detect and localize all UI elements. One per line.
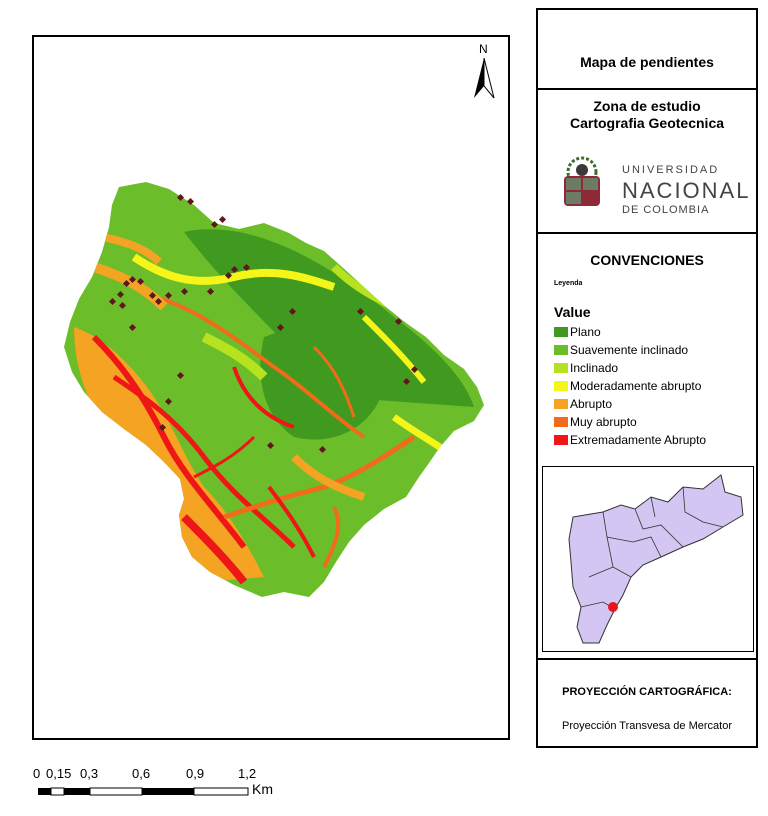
legend-swatch bbox=[554, 381, 568, 391]
point-marker bbox=[218, 215, 227, 224]
point-marker bbox=[356, 307, 365, 316]
point-marker bbox=[276, 323, 285, 332]
legend-swatch bbox=[554, 399, 568, 409]
point-marker bbox=[410, 365, 419, 374]
legend-item: Muy abrupto bbox=[554, 414, 637, 430]
zone-line-1: Zona de estudio bbox=[593, 98, 701, 114]
point-marker bbox=[118, 301, 127, 310]
scale-tick-label: 0,3 bbox=[80, 766, 99, 781]
scale-unit: Km bbox=[252, 781, 273, 797]
legend-swatch bbox=[554, 435, 568, 445]
legend-item: Extremadamente Abrupto bbox=[554, 432, 706, 448]
point-marker bbox=[402, 377, 411, 386]
point-marker bbox=[242, 263, 251, 272]
logo-line-2: NACIONAL bbox=[622, 178, 751, 203]
point-marker bbox=[176, 193, 185, 202]
scale-tick-label: 0,9 bbox=[186, 766, 205, 781]
legend-subtitle: Leyenda bbox=[554, 280, 583, 287]
inset-region bbox=[568, 474, 744, 644]
point-marker bbox=[164, 397, 173, 406]
legend-label: Muy abrupto bbox=[570, 415, 637, 429]
legend-swatch bbox=[554, 417, 568, 427]
point-marker bbox=[136, 277, 145, 286]
point-marker bbox=[394, 317, 403, 326]
north-label: N bbox=[479, 42, 488, 56]
point-marker bbox=[230, 265, 239, 274]
point-marker bbox=[206, 287, 215, 296]
legend-label: Suavemente inclinado bbox=[570, 343, 689, 357]
point-marker bbox=[318, 445, 327, 454]
zone-section: Zona de estudio Cartografia Geotecnica U… bbox=[538, 90, 756, 234]
legend-swatch bbox=[554, 327, 568, 337]
scale-bar: 0 0,15 0,3 0,6 0,9 1,2 Km bbox=[30, 764, 290, 804]
logo-line-3: DE COLOMBIA bbox=[622, 204, 710, 216]
title-section: Mapa de pendientes bbox=[538, 10, 756, 90]
legend-item: Abrupto bbox=[554, 396, 612, 412]
point-marker bbox=[154, 297, 163, 306]
study-area-marker bbox=[608, 602, 618, 612]
logo-line-1: UNIVERSIDAD bbox=[622, 164, 720, 176]
point-marker bbox=[158, 423, 167, 432]
conventions-section: CONVENCIONES Leyenda Value Plano Suaveme… bbox=[538, 234, 756, 660]
point-marker bbox=[180, 287, 189, 296]
legend-label: Extremadamente Abrupto bbox=[570, 433, 707, 447]
point-marker bbox=[148, 291, 157, 300]
legend-heading: Value bbox=[554, 304, 591, 320]
point-marker bbox=[224, 271, 233, 280]
map-title: Mapa de pendientes bbox=[580, 54, 714, 70]
university-logo: UNIVERSIDAD NACIONAL DE COLOMBIA bbox=[552, 152, 748, 224]
point-marker bbox=[210, 220, 219, 229]
legend-swatch bbox=[554, 345, 568, 355]
inset-boundaries bbox=[580, 486, 724, 610]
slope-raster bbox=[64, 182, 484, 597]
scale-bar-graphic bbox=[38, 787, 249, 796]
point-marker bbox=[186, 197, 195, 206]
legend-item: Suavemente inclinado bbox=[554, 342, 688, 358]
north-arrow-icon bbox=[474, 57, 495, 99]
legend-swatch bbox=[554, 363, 568, 373]
slope-map[interactable] bbox=[34, 37, 508, 738]
legend-label: Plano bbox=[570, 325, 601, 339]
conventions-title: CONVENCIONES bbox=[590, 252, 704, 268]
sidebar-panel: Mapa de pendientes Zona de estudio Carto… bbox=[536, 8, 758, 748]
point-markers bbox=[108, 193, 419, 454]
scale-tick-label: 0 bbox=[33, 766, 41, 781]
north-arrow: N bbox=[468, 42, 500, 102]
zone-line-2: Cartografia Geotecnica bbox=[569, 115, 725, 131]
point-marker bbox=[122, 279, 131, 288]
coat-of-arms-icon bbox=[564, 156, 600, 206]
point-marker bbox=[176, 371, 185, 380]
point-marker bbox=[128, 275, 137, 284]
scale-tick-label: 0,15 bbox=[46, 766, 72, 781]
location-inset-map[interactable] bbox=[542, 466, 754, 652]
inset-map-svg bbox=[568, 474, 744, 644]
point-marker bbox=[108, 297, 117, 306]
zone-title: Zona de estudio Cartografia Geotecnica bbox=[538, 98, 756, 132]
projection-section: PROYECCIÓN CARTOGRÁFICA: Proyección Tran… bbox=[538, 660, 756, 746]
legend-label: Moderadamente abrupto bbox=[570, 379, 702, 393]
point-marker bbox=[164, 291, 173, 300]
legend-item: Moderadamente abrupto bbox=[554, 378, 701, 394]
legend-item: Plano bbox=[554, 324, 601, 340]
scale-tick-label: 0,6 bbox=[132, 766, 151, 781]
point-marker bbox=[128, 323, 137, 332]
legend-label: Abrupto bbox=[570, 397, 613, 411]
legend-item: Inclinado bbox=[554, 360, 618, 376]
scale-tick-label: 1,2 bbox=[238, 766, 257, 781]
point-marker bbox=[116, 290, 125, 299]
legend-label: Inclinado bbox=[570, 361, 619, 375]
point-marker bbox=[288, 307, 297, 316]
point-marker bbox=[266, 441, 275, 450]
projection-title: PROYECCIÓN CARTOGRÁFICA: bbox=[562, 686, 732, 698]
projection-text: Proyección Transvesa de Mercator bbox=[562, 720, 732, 732]
map-frame bbox=[32, 35, 510, 740]
